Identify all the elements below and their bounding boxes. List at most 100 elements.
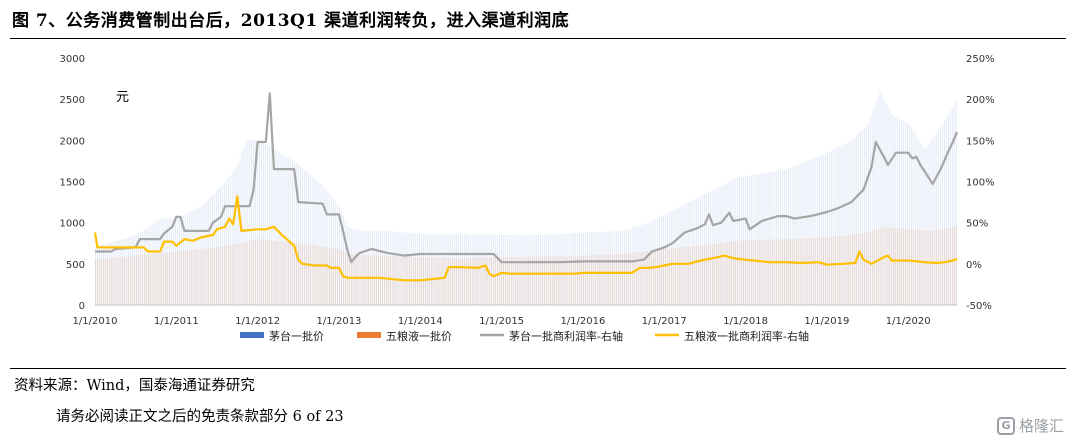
moutai-price-bar: [602, 231, 604, 305]
right-tick-label: 0%: [966, 260, 982, 271]
wuliangye-price-bar: [385, 255, 387, 305]
moutai-price-bar: [145, 228, 147, 305]
moutai-price-bar: [711, 190, 713, 305]
wuliangye-price-bar: [321, 246, 323, 305]
moutai-price-bar: [118, 240, 120, 305]
moutai-price-bar: [120, 239, 122, 305]
moutai-price-bar: [122, 239, 124, 305]
wuliangye-price-bar: [764, 239, 766, 305]
wuliangye-price-bar: [137, 255, 140, 305]
wuliangye-price-bar: [194, 249, 196, 305]
wuliangye-price-bar: [709, 244, 711, 305]
moutai-price-bar: [725, 183, 727, 305]
wuliangye-price-bar: [239, 242, 241, 305]
moutai-price-bar: [606, 231, 608, 305]
legend-label: 五粮液一批价: [386, 329, 452, 343]
legend-swatch: [240, 332, 264, 338]
wuliangye-price-bar: [700, 245, 702, 305]
moutai-price-bar: [707, 192, 709, 305]
wuliangye-price-bar: [725, 242, 727, 305]
wuliangye-price-bar: [463, 258, 465, 305]
wuliangye-price-bar: [536, 256, 538, 305]
wuliangye-price-bar: [614, 254, 616, 305]
wuliangye-price-bar: [350, 254, 352, 305]
moutai-price-bar: [175, 218, 177, 305]
moutai-price-bar: [774, 171, 776, 305]
moutai-price-bar: [147, 226, 149, 305]
moutai-price-bar: [350, 227, 352, 305]
moutai-price-bar: [454, 234, 456, 305]
moutai-price-bar: [266, 144, 268, 305]
wuliangye-price-bar: [243, 242, 245, 305]
moutai-price-bar: [826, 152, 828, 305]
moutai-price-bar: [216, 190, 218, 305]
wuliangye-price-bar: [772, 239, 774, 305]
wuliangye-price-bar: [670, 248, 672, 305]
wuliangye-price-bar: [809, 238, 811, 305]
moutai-price-bar: [231, 172, 233, 305]
moutai-price-bar: [153, 222, 155, 305]
moutai-price-bar: [733, 179, 735, 305]
wuliangye-price-bar: [192, 249, 194, 305]
moutai-price-bar: [506, 235, 508, 305]
wuliangye-price-bar: [774, 239, 776, 305]
title-rule: [10, 38, 1066, 39]
wuliangye-price-bar: [104, 258, 106, 305]
wuliangye-price-bar: [897, 228, 899, 305]
x-tick-label: 1/1/2016: [560, 316, 605, 327]
moutai-price-bar: [112, 242, 114, 305]
moutai-price-bar: [258, 140, 261, 305]
moutai-price-bar: [783, 169, 786, 305]
moutai-price-bar: [955, 101, 957, 305]
moutai-price-bar: [452, 234, 454, 305]
wuliangye-price-bar: [906, 229, 909, 305]
wuliangye-price-bar: [258, 239, 261, 305]
wuliangye-price-bar: [276, 241, 278, 305]
moutai-price-bar: [190, 211, 192, 305]
moutai-price-bar: [518, 235, 520, 305]
moutai-price-bar: [319, 182, 321, 305]
moutai-price-bar: [221, 184, 223, 305]
wuliangye-price-bar: [296, 243, 298, 305]
moutai-price-bar: [647, 222, 649, 305]
moutai-price-bar: [307, 172, 309, 305]
wuliangye-price-bar: [270, 240, 272, 305]
moutai-price-bar: [686, 203, 688, 305]
left-tick-label: 500: [66, 260, 85, 271]
moutai-price-bar: [235, 167, 237, 305]
moutai-price-bar: [157, 220, 159, 305]
wuliangye-price-bar: [317, 245, 319, 305]
moutai-price-bar: [860, 131, 862, 305]
moutai-price-bar: [376, 230, 378, 305]
wuliangye-price-bar: [190, 250, 192, 305]
moutai-price-bar: [532, 235, 534, 305]
legend-label: 茅台一批价: [269, 329, 324, 343]
moutai-price-bar: [108, 243, 110, 305]
moutai-price-bar: [889, 110, 891, 305]
wuliangye-price-bar: [815, 237, 817, 305]
moutai-price-bar: [323, 186, 325, 305]
chart: 0 500 1000 1500 2000 2500 3000 -50% 0% 50% 100% 15…: [60, 54, 995, 343]
moutai-price-bar: [899, 119, 901, 305]
moutai-price-bar: [309, 174, 311, 305]
moutai-price-bar: [405, 232, 407, 305]
moutai-price-bar: [670, 211, 672, 305]
moutai-price-bar: [709, 191, 711, 305]
wuliangye-price-bar: [487, 257, 489, 305]
moutai-price-bar: [901, 120, 903, 306]
wuliangye-price-bar: [856, 233, 858, 305]
wuliangye-price-bar: [746, 239, 748, 305]
wuliangye-price-bar: [543, 256, 545, 305]
wuliangye-price-bar: [822, 237, 825, 305]
moutai-margin-line: [95, 92, 959, 264]
moutai-price-bar: [387, 230, 389, 305]
moutai-price-bar: [530, 235, 532, 305]
wuliangye-price-bar: [942, 228, 944, 305]
wuliangye-price-bar: [744, 240, 747, 305]
wuliangye-price-bar: [151, 253, 153, 305]
moutai-price-bar: [863, 127, 866, 306]
moutai-price-bar: [795, 165, 797, 305]
wuliangye-price-bar: [539, 256, 542, 305]
wuliangye-price-bar: [524, 256, 526, 305]
moutai-price-bar: [903, 121, 905, 305]
